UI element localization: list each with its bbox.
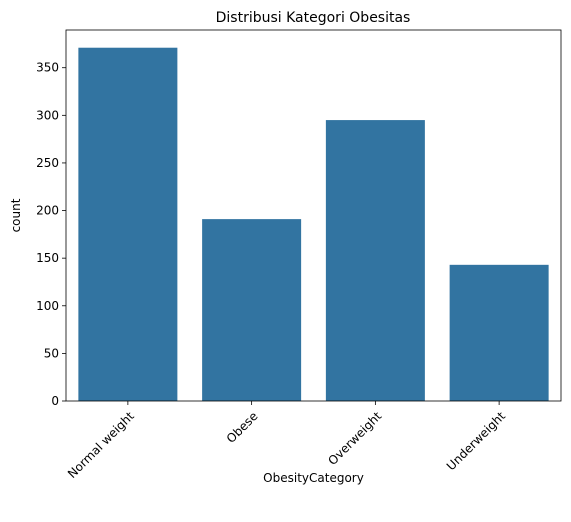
chart-title: Distribusi Kategori Obesitas (216, 10, 411, 26)
y-tick-label: 300 (36, 108, 59, 122)
y-tick-label: 350 (36, 61, 59, 75)
bar-underweight (449, 264, 549, 401)
y-tick-label: 150 (36, 251, 59, 265)
x-tick-label: Obese (224, 409, 261, 446)
x-axis: Normal weight Obese Overweight Underweight (65, 401, 508, 481)
bar-normal-weight (78, 47, 178, 402)
y-tick-label: 100 (36, 299, 59, 313)
y-tick-label: 200 (36, 204, 59, 218)
x-tick-label: Underweight (444, 409, 508, 473)
y-axis-title: count (9, 198, 23, 232)
plot-frame (65, 29, 562, 402)
bars-layer (78, 47, 549, 402)
x-tick-label: Overweight (325, 409, 384, 468)
bar-obese (202, 219, 302, 401)
y-tick-label: 250 (36, 156, 59, 170)
bar-overweight (325, 120, 425, 401)
y-axis: 0 50 100 150 200 250 300 350 (36, 61, 66, 408)
x-tick-label: Normal weight (65, 409, 137, 481)
x-axis-title: ObesityCategory (263, 471, 364, 485)
y-tick-label: 0 (51, 394, 59, 408)
y-tick-label: 50 (44, 346, 59, 360)
